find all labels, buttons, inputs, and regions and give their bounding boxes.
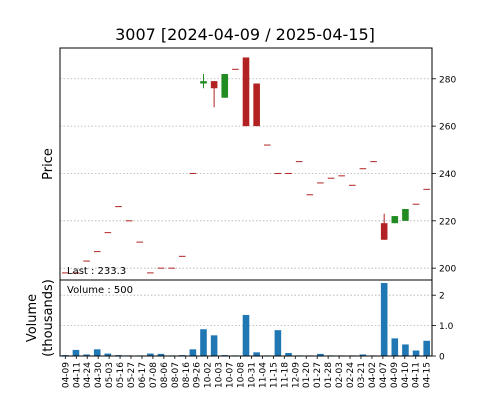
volume-axis-label-line: (thousands) bbox=[41, 279, 56, 357]
x-tick-label: 03-21 bbox=[357, 362, 367, 388]
volume-bar bbox=[285, 352, 292, 356]
candle-body bbox=[221, 74, 229, 98]
x-tick-label: 04-10 bbox=[401, 362, 411, 388]
x-tick-label: 06-17 bbox=[138, 362, 148, 388]
candle-body bbox=[242, 57, 250, 127]
x-tick-label: 04-30 bbox=[94, 362, 104, 388]
volume-bar bbox=[189, 349, 197, 356]
volume-bar bbox=[423, 340, 430, 356]
volume-bar bbox=[104, 353, 112, 356]
volume-bar bbox=[157, 353, 165, 356]
x-tick-label: 04-11 bbox=[72, 362, 82, 388]
volume-bar bbox=[380, 283, 388, 356]
x-tick-label: 05-27 bbox=[127, 362, 137, 388]
volume-bar bbox=[72, 349, 80, 356]
volume-bar bbox=[210, 335, 218, 356]
x-tick-label: 10-07 bbox=[226, 362, 236, 388]
x-tick-label: 01-27 bbox=[313, 362, 323, 388]
volume-bar bbox=[93, 349, 101, 356]
volume-bar bbox=[200, 329, 207, 356]
volume-bar bbox=[147, 353, 154, 356]
x-tick-label: 04-09 bbox=[390, 362, 400, 388]
x-tick-label: 04-11 bbox=[412, 362, 422, 388]
volume-panel: 0 1.0 2 Volume : 500 bbox=[59, 279, 454, 363]
x-tick-label: 02-03 bbox=[335, 362, 345, 388]
x-tick-label: 04-24 bbox=[83, 362, 93, 388]
price-axis-label: Price bbox=[41, 148, 56, 180]
volume-frame bbox=[59, 279, 433, 357]
x-tick-label: 05-03 bbox=[105, 362, 115, 388]
price-tick-label: 260 bbox=[439, 123, 456, 133]
candle-body bbox=[253, 83, 260, 127]
volume-bar bbox=[317, 353, 324, 356]
volume-annotation: Volume : 500 bbox=[67, 285, 133, 296]
volume-bar bbox=[242, 314, 250, 356]
candle-body bbox=[200, 81, 207, 84]
x-tick-label: 10-31 bbox=[247, 362, 257, 388]
x-tick-label: 04-15 bbox=[423, 362, 433, 388]
volume-tick-label: 0 bbox=[439, 353, 445, 363]
price-tick-label: 200 bbox=[439, 265, 456, 275]
x-tick-label: 10-08 bbox=[237, 362, 247, 388]
volume-bar bbox=[83, 354, 90, 356]
volume-tick-label: 1.0 bbox=[439, 322, 454, 332]
x-tick-label: 09-26 bbox=[193, 362, 203, 388]
candle-body bbox=[380, 223, 388, 240]
x-tick-label: 01-20 bbox=[302, 362, 312, 388]
chart-title: 3007 [2024-04-09 / 2025-04-15] bbox=[115, 25, 375, 44]
x-tick-label: 04-02 bbox=[368, 362, 378, 388]
x-tick-label: 05-16 bbox=[116, 362, 126, 388]
volume-bar bbox=[402, 344, 409, 356]
x-tick-label: 01-28 bbox=[324, 362, 334, 388]
x-tick-label: 08-16 bbox=[182, 362, 192, 388]
volume-bar bbox=[412, 350, 420, 356]
x-tick-label: 04-09 bbox=[61, 362, 71, 388]
price-panel: 200 220 240 260 280 Last : 233.3 bbox=[59, 47, 456, 281]
x-tick-label: 08-07 bbox=[171, 362, 181, 388]
x-tick-label: 11-15 bbox=[269, 362, 279, 388]
x-tick-label: 07-08 bbox=[149, 362, 159, 388]
volume-bar bbox=[274, 330, 282, 356]
x-tick-label: 11-04 bbox=[258, 362, 268, 388]
x-tick-label: 10-02 bbox=[204, 362, 214, 388]
x-tick-label: 08-06 bbox=[160, 362, 170, 388]
volume-bar bbox=[253, 352, 260, 356]
volume-axis-label-line: Volume bbox=[25, 294, 40, 342]
last-price-annotation: Last : 233.3 bbox=[67, 266, 126, 277]
candle-body bbox=[210, 81, 218, 89]
volume-tick-label: 2 bbox=[439, 292, 445, 302]
x-tick-label: 10-03 bbox=[215, 362, 225, 388]
x-axis: 04-09 04-11 04-24 04-30 05-03 05-16 05-27 06-17… bbox=[61, 356, 433, 388]
candle-body bbox=[402, 208, 409, 221]
volume-bar bbox=[391, 338, 399, 356]
x-tick-label: 04-07 bbox=[379, 362, 389, 388]
candle-body bbox=[391, 216, 399, 224]
price-tick-label: 220 bbox=[439, 217, 456, 227]
price-tick-label: 280 bbox=[439, 75, 456, 85]
x-tick-label: 11-18 bbox=[280, 362, 290, 388]
volume-bar bbox=[359, 354, 367, 356]
x-tick-label: 12-09 bbox=[291, 362, 301, 388]
volume-axis-label: Volume (thousands) bbox=[25, 279, 56, 357]
price-tick-label: 240 bbox=[439, 170, 456, 180]
x-tick-label: 02-24 bbox=[346, 362, 356, 388]
